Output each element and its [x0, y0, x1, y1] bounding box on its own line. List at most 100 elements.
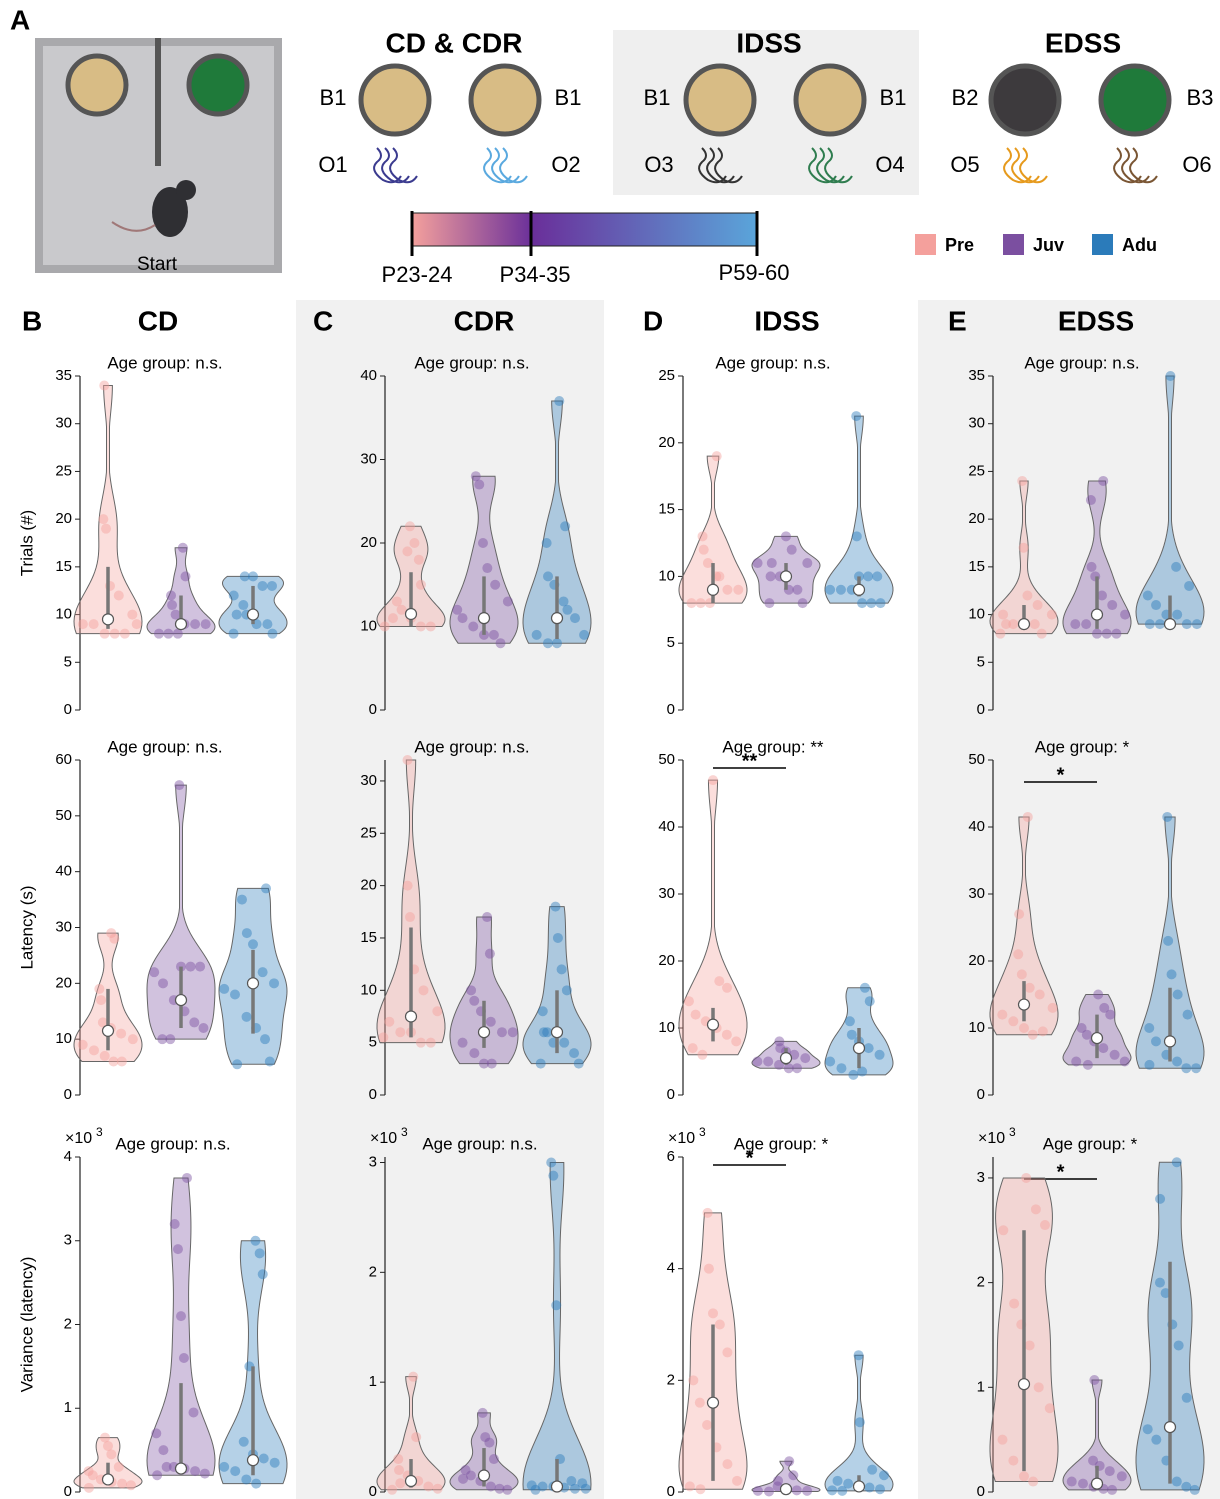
data-point — [1105, 1466, 1115, 1476]
data-point — [78, 1040, 88, 1050]
data-point — [1183, 1010, 1193, 1020]
data-point — [259, 1454, 269, 1464]
data-point — [688, 1375, 698, 1385]
data-point — [764, 1486, 774, 1496]
data-point — [1155, 619, 1165, 629]
panel-label: E — [948, 305, 967, 336]
data-point — [867, 1465, 877, 1475]
data-point — [251, 1479, 261, 1489]
timeline-label: P34-35 — [500, 262, 571, 287]
median — [103, 1025, 114, 1036]
panel-label: C — [313, 305, 333, 336]
data-point — [1028, 1477, 1038, 1487]
data-point — [695, 1484, 705, 1494]
timeline-label: P23-24 — [382, 262, 453, 287]
data-point — [101, 524, 111, 534]
axis-multiplier: ×10 — [668, 1130, 695, 1147]
timeline-label: P59-60 — [719, 260, 790, 285]
data-point — [698, 531, 708, 541]
legend-swatch — [1092, 234, 1113, 255]
data-point — [84, 1483, 94, 1493]
y-tick-label: 10 — [968, 1019, 985, 1036]
chart-title: EDSS — [1058, 305, 1134, 336]
data-point — [764, 598, 774, 608]
data-point — [581, 1484, 591, 1494]
data-point — [852, 531, 862, 541]
data-point — [433, 1484, 443, 1494]
data-point — [865, 996, 875, 1006]
data-point — [99, 381, 109, 391]
data-point — [703, 1208, 713, 1218]
data-point — [532, 630, 542, 640]
data-point — [708, 1308, 718, 1318]
data-point — [714, 571, 724, 581]
data-point — [851, 411, 861, 421]
y-tick-label: 4 — [64, 1148, 72, 1165]
data-point — [189, 1407, 199, 1417]
data-point — [158, 978, 168, 988]
y-tick-label: 0 — [369, 701, 377, 718]
data-point — [173, 1244, 183, 1254]
data-point — [1174, 1340, 1184, 1350]
data-point — [149, 967, 159, 977]
data-point — [1155, 1278, 1165, 1288]
data-point — [242, 928, 252, 938]
data-point — [562, 605, 572, 615]
data-point — [478, 1408, 488, 1418]
data-point — [570, 1484, 580, 1494]
median — [406, 1011, 417, 1022]
data-point — [405, 521, 415, 531]
data-point — [997, 1435, 1007, 1445]
data-point — [120, 629, 130, 639]
data-point — [163, 629, 173, 639]
y-tick-label: 10 — [55, 1030, 72, 1047]
data-point — [865, 1483, 875, 1493]
data-point — [89, 1045, 99, 1055]
y-tick-label: 20 — [968, 952, 985, 969]
data-point — [1184, 581, 1194, 591]
data-point — [180, 571, 190, 581]
y-tick-label: 0 — [667, 701, 675, 718]
data-point — [722, 585, 732, 595]
y-tick-label: 50 — [55, 807, 72, 824]
data-point — [117, 1479, 127, 1489]
data-point — [837, 1486, 847, 1496]
median — [176, 1463, 187, 1474]
y-tick-label: 40 — [55, 863, 72, 880]
data-point — [1098, 476, 1108, 486]
y-tick-label: 5 — [667, 634, 675, 651]
data-point — [1086, 495, 1096, 505]
y-tick-label: 0 — [64, 701, 72, 718]
stat-label: Age group: n.s. — [107, 737, 222, 756]
median — [854, 1043, 865, 1054]
data-point — [458, 613, 468, 623]
data-point — [552, 638, 562, 648]
stat-label: Age group: n.s. — [107, 353, 222, 372]
odor-label: O5 — [950, 152, 979, 177]
y-tick-label: 50 — [968, 751, 985, 768]
stat-label: Age group: * — [1035, 737, 1130, 756]
data-point — [1017, 476, 1027, 486]
y-tick-label: 6 — [667, 1148, 675, 1165]
median — [1165, 1036, 1176, 1047]
data-point — [722, 983, 732, 993]
data-point — [94, 984, 104, 994]
data-point — [186, 962, 196, 972]
data-point — [489, 630, 499, 640]
data-point — [714, 976, 724, 986]
bowl-label: B1 — [320, 85, 347, 110]
data-point — [1192, 619, 1202, 629]
data-point — [182, 1173, 192, 1183]
group-title: CD & CDR — [386, 27, 523, 58]
data-point — [497, 1027, 507, 1037]
data-point — [230, 1466, 240, 1476]
odor-label: O3 — [644, 152, 673, 177]
panel-label: B — [22, 305, 42, 336]
data-point — [380, 622, 390, 632]
data-point — [792, 1485, 802, 1495]
median — [406, 1476, 417, 1487]
data-point — [162, 1462, 172, 1472]
data-point — [458, 1038, 468, 1048]
data-point — [393, 1454, 403, 1464]
data-point — [260, 1034, 270, 1044]
